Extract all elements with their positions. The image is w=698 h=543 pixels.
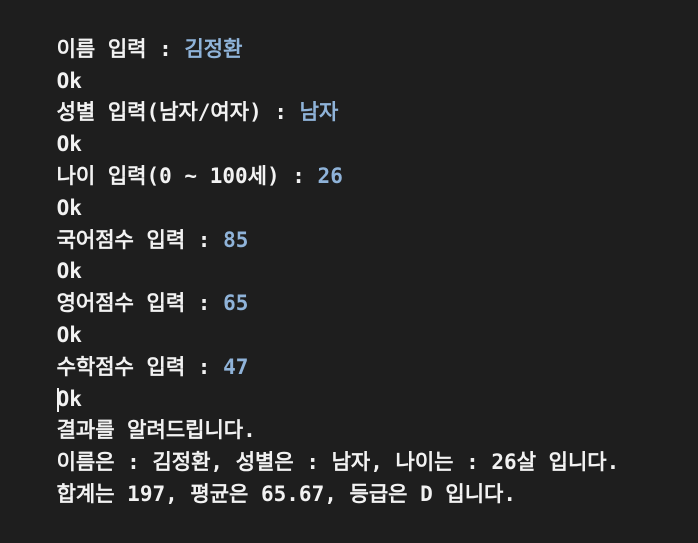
console-line-age: 나이 입력(0 ~ 100세) : 26 — [6, 129, 698, 188]
user-input-text: 26 — [317, 163, 343, 188]
output-text: Ok — [56, 386, 82, 411]
console-output-line: Ok — [6, 97, 698, 156]
console-result-profile: 이름은 : 김정환, 성별은 : 남자, 나이는 : 26살 입니다. — [6, 415, 698, 474]
console-window[interactable]: 이름 입력 : 김정환 Ok 성별 입력(남자/여자) : 남자 Ok 나이 입… — [0, 0, 698, 506]
console-line-gender: 성별 입력(남자/여자) : 남자 — [6, 66, 698, 124]
prompt-text: 수학점수 입력 : — [56, 354, 224, 379]
console-output-line: Ok — [6, 352, 698, 412]
output-text: 합계는 197, 평균은 65.67, 등급은 D 입니다. — [56, 481, 516, 506]
output-text: Ok — [56, 259, 82, 284]
console-output-line: Ok — [6, 34, 698, 93]
console-line-math-score: 수학점수 입력 : 47 — [6, 320, 698, 379]
console-result-header: 결과를 알려드립니다. — [6, 384, 698, 442]
user-input-text: 김정환 — [184, 36, 243, 61]
console-output-line: Ok — [6, 161, 698, 220]
console-line-name: 이름 입력 : 김정환 — [6, 2, 698, 61]
output-text: 결과를 알려드립니다. — [56, 418, 256, 443]
user-input-text: 65 — [223, 291, 249, 316]
prompt-text: 나이 입력(0 ~ 100세) : — [56, 163, 318, 188]
prompt-text: 국어점수 입력 : — [56, 227, 224, 252]
console-line-korean-score: 국어점수 입력 : 85 — [6, 193, 698, 252]
user-input-text: 남자 — [299, 100, 339, 125]
output-text: Ok — [56, 68, 82, 93]
prompt-text: 이름 입력 : — [56, 36, 185, 61]
output-text: 이름은 : 김정환, 성별은 : 남자, 나이는 : 26살 입니다. — [56, 450, 620, 475]
user-input-text: 85 — [223, 227, 249, 252]
text-cursor — [56, 387, 59, 412]
console-output-line: Ok — [6, 225, 698, 283]
console-output-line: Ok — [6, 288, 698, 347]
prompt-text: 영어점수 입력 : — [56, 291, 224, 316]
user-input-text: 47 — [223, 354, 249, 379]
prompt-text: 성별 입력(남자/여자) : — [56, 100, 300, 125]
output-text: Ok — [56, 322, 82, 347]
console-line-english-score: 영어점수 입력 : 65 — [6, 256, 698, 315]
output-text: Ok — [56, 132, 82, 157]
output-text: Ok — [56, 195, 82, 220]
